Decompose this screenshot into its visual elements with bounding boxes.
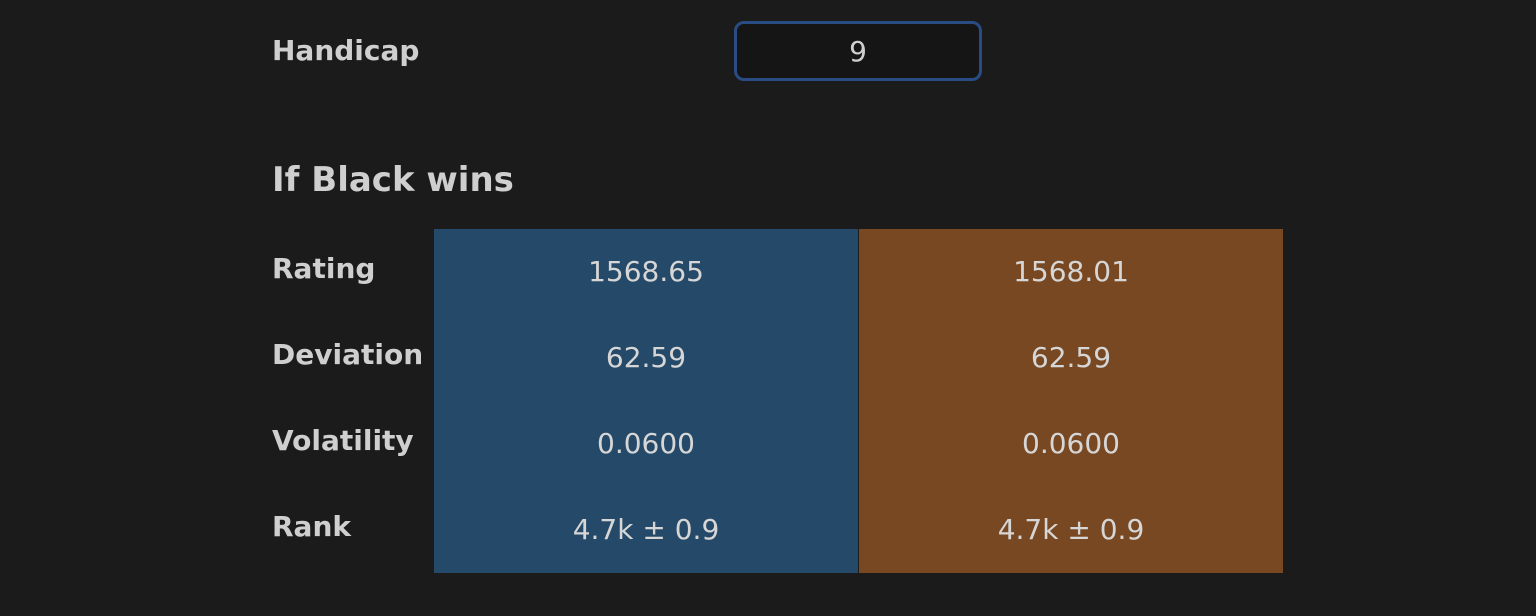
black-value: 4.7k ± 0.9 (434, 487, 858, 573)
white-value: 62.59 (859, 315, 1283, 401)
black-value: 62.59 (434, 315, 858, 401)
handicap-input[interactable]: 9 (734, 21, 982, 81)
white-value: 0.0600 (859, 401, 1283, 487)
section-title: If Black wins (272, 160, 514, 200)
black-value: 1568.65 (434, 229, 858, 315)
row-label: Deviation (272, 338, 424, 371)
row-label: Rating (272, 252, 376, 285)
handicap-label: Handicap (272, 34, 420, 67)
row-label: Rank (272, 510, 352, 543)
row-label: Volatility (272, 424, 414, 457)
black-value: 0.0600 (434, 401, 858, 487)
white-value: 1568.01 (859, 229, 1283, 315)
white-value: 4.7k ± 0.9 (859, 487, 1283, 573)
